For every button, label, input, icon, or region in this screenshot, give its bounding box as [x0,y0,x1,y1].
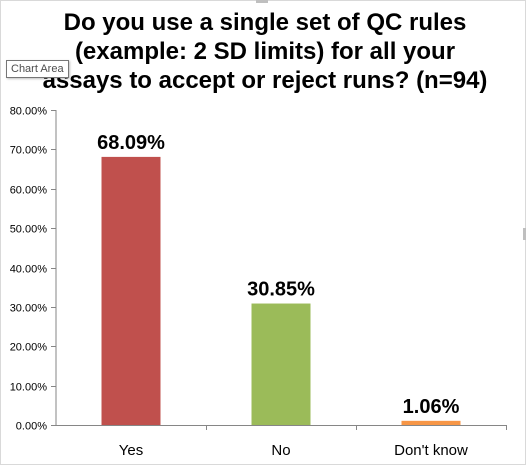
y-tick-label: 20.00% [10,342,48,354]
y-tick-label: 30.00% [10,303,48,315]
resize-handle-right[interactable] [523,228,526,240]
bar-yes [101,156,161,425]
chart-area-tooltip: Chart Area [6,60,69,78]
x-tick-label: Don't know [394,442,468,459]
data-label: 30.85% [247,279,315,301]
y-tick-label: 80.00% [10,106,48,118]
resize-handle-top[interactable] [256,0,268,3]
bars [101,156,461,425]
y-tick-label: 40.00% [10,264,48,276]
y-tick-label: 70.00% [10,145,48,157]
data-label: 1.06% [403,396,460,418]
y-axis: 0.00% 10.00% 20.00% 30.00% 40.00% 50.00% 60.00… [10,106,57,433]
bar-no [251,303,311,425]
data-label: 68.09% [97,132,165,154]
y-tick-label: 50.00% [10,224,48,236]
x-axis: Yes No Don't know [56,425,507,459]
y-tick-label: 60.00% [10,185,48,197]
data-labels: 68.09% 30.85% 1.06% [97,132,459,418]
y-tick-label: 10.00% [10,382,48,394]
x-tick-label: Yes [119,442,143,459]
bar-don-t-know [401,420,461,425]
chart-title: Do you use a single set of QC rules (exa… [42,9,488,94]
x-tick-label: No [271,442,290,459]
y-tick-label: 0.00% [16,421,47,433]
